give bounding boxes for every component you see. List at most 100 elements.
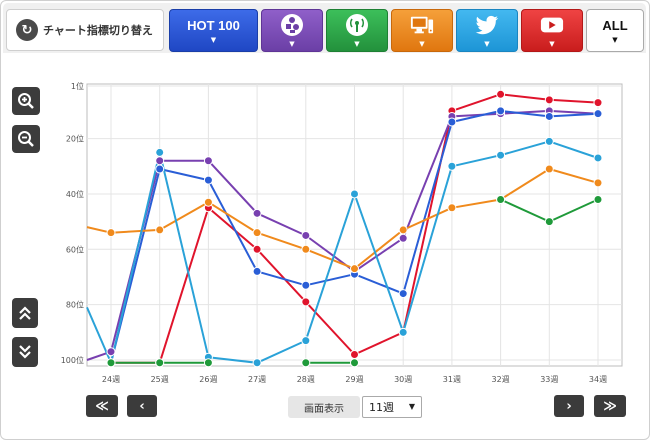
- lookup-button[interactable]: ▼: [391, 9, 453, 52]
- chevron-left-icon: ‹: [139, 398, 145, 414]
- x-tick-label: 27週: [248, 375, 266, 384]
- data-point[interactable]: [252, 266, 262, 276]
- data-point[interactable]: [350, 189, 359, 199]
- data-point[interactable]: [106, 358, 116, 368]
- x-tick-label: 25週: [151, 375, 169, 384]
- data-point[interactable]: [544, 136, 554, 146]
- chart-switch-button[interactable]: ↻ チャート指標切り替え: [6, 9, 164, 51]
- x-tick-label: 34週: [589, 375, 607, 384]
- chart-toolbar: ↻ チャート指標切り替え HOT 100 ▼ ▼ ▼ ▼ ▼ ▼: [3, 3, 646, 53]
- data-point[interactable]: [447, 203, 457, 213]
- all-button[interactable]: ALL ▼: [586, 9, 644, 52]
- data-point[interactable]: [544, 217, 554, 227]
- y-tick-label: 60位: [66, 244, 84, 254]
- data-point[interactable]: [155, 225, 165, 235]
- chevron-down-icon: ▼: [408, 402, 415, 411]
- x-tick-label: 28週: [297, 375, 315, 384]
- prev-page-button[interactable]: ‹: [127, 395, 157, 417]
- zoom-out-icon: [18, 131, 34, 147]
- data-point[interactable]: [252, 244, 262, 254]
- scroll-up-button[interactable]: [12, 298, 38, 328]
- sales-icon: [280, 13, 304, 37]
- data-point[interactable]: [350, 358, 359, 368]
- x-tick-label: 24週: [102, 375, 120, 384]
- display-range-label: 画面表示: [288, 396, 360, 418]
- zoom-in-button[interactable]: [12, 87, 40, 115]
- data-point[interactable]: [544, 111, 554, 121]
- zoom-out-button[interactable]: [12, 125, 40, 153]
- data-point[interactable]: [155, 147, 165, 157]
- data-point[interactable]: [301, 336, 311, 346]
- data-point[interactable]: [203, 358, 213, 368]
- data-point[interactable]: [398, 289, 408, 299]
- data-point[interactable]: [398, 233, 408, 243]
- data-point[interactable]: [398, 327, 408, 337]
- data-point[interactable]: [350, 264, 359, 274]
- radio-antenna-icon: [345, 13, 369, 37]
- data-point[interactable]: [496, 106, 506, 116]
- scroll-down-button[interactable]: [12, 337, 38, 367]
- data-point[interactable]: [301, 358, 311, 368]
- dropdown-arrow-icon: ▼: [210, 35, 217, 44]
- data-point[interactable]: [496, 150, 506, 160]
- data-point[interactable]: [252, 358, 262, 368]
- zoom-in-icon: [18, 93, 34, 109]
- dropdown-arrow-icon: ▼: [612, 35, 618, 44]
- data-point[interactable]: [447, 117, 457, 127]
- data-point[interactable]: [544, 95, 554, 105]
- dropdown-arrow-icon: ▼: [484, 40, 490, 48]
- data-point[interactable]: [155, 156, 165, 166]
- hot100-label: HOT 100: [187, 17, 240, 33]
- x-tick-label: 31週: [443, 375, 461, 384]
- y-tick-label: 100位: [61, 355, 84, 365]
- double-chevron-up-icon: [19, 306, 31, 320]
- data-point[interactable]: [203, 175, 213, 185]
- data-point[interactable]: [203, 156, 213, 166]
- data-point[interactable]: [106, 347, 116, 357]
- data-point[interactable]: [106, 228, 116, 238]
- data-point[interactable]: [301, 297, 311, 307]
- x-tick-label: 30週: [394, 375, 412, 384]
- twitter-bird-icon: [475, 13, 499, 37]
- data-point[interactable]: [593, 98, 603, 108]
- y-tick-label: 40位: [66, 189, 84, 199]
- pc-lookup-icon: [410, 13, 434, 37]
- data-point[interactable]: [155, 164, 165, 174]
- data-point[interactable]: [593, 178, 603, 188]
- dropdown-arrow-icon: ▼: [289, 40, 295, 48]
- y-tick-label: 80位: [66, 300, 84, 310]
- twitter-button[interactable]: ▼: [456, 9, 518, 52]
- youtube-button[interactable]: ▼: [521, 9, 583, 52]
- first-page-button[interactable]: ≪: [86, 395, 118, 417]
- next-page-button[interactable]: ›: [554, 395, 584, 417]
- data-point[interactable]: [203, 197, 213, 207]
- x-tick-label: 32週: [492, 375, 510, 384]
- data-point[interactable]: [593, 153, 603, 163]
- data-point[interactable]: [252, 208, 262, 218]
- data-point[interactable]: [301, 280, 311, 290]
- data-point[interactable]: [496, 194, 506, 204]
- data-point[interactable]: [252, 228, 262, 238]
- data-point[interactable]: [593, 109, 603, 119]
- x-tick-label: 26週: [199, 375, 217, 384]
- y-tick-label: 1位: [71, 81, 84, 91]
- data-point[interactable]: [301, 230, 311, 240]
- last-page-button[interactable]: ≫: [594, 395, 626, 417]
- data-point[interactable]: [301, 244, 311, 254]
- display-range-select[interactable]: 11週 ▼: [362, 396, 422, 418]
- display-range-value: 11週: [369, 401, 394, 414]
- dropdown-arrow-icon: ▼: [354, 40, 360, 48]
- hot100-button[interactable]: HOT 100 ▼: [169, 9, 258, 52]
- data-point[interactable]: [350, 349, 359, 359]
- all-label: ALL: [602, 17, 628, 33]
- data-point[interactable]: [398, 225, 408, 235]
- data-point[interactable]: [447, 161, 457, 171]
- data-point[interactable]: [496, 89, 506, 99]
- sales-button[interactable]: ▼: [261, 9, 323, 52]
- data-point[interactable]: [593, 194, 603, 204]
- data-point[interactable]: [544, 164, 554, 174]
- radio-button[interactable]: ▼: [326, 9, 388, 52]
- data-point[interactable]: [155, 358, 165, 368]
- refresh-icon: ↻: [16, 19, 38, 41]
- y-tick-label: 20位: [66, 134, 84, 144]
